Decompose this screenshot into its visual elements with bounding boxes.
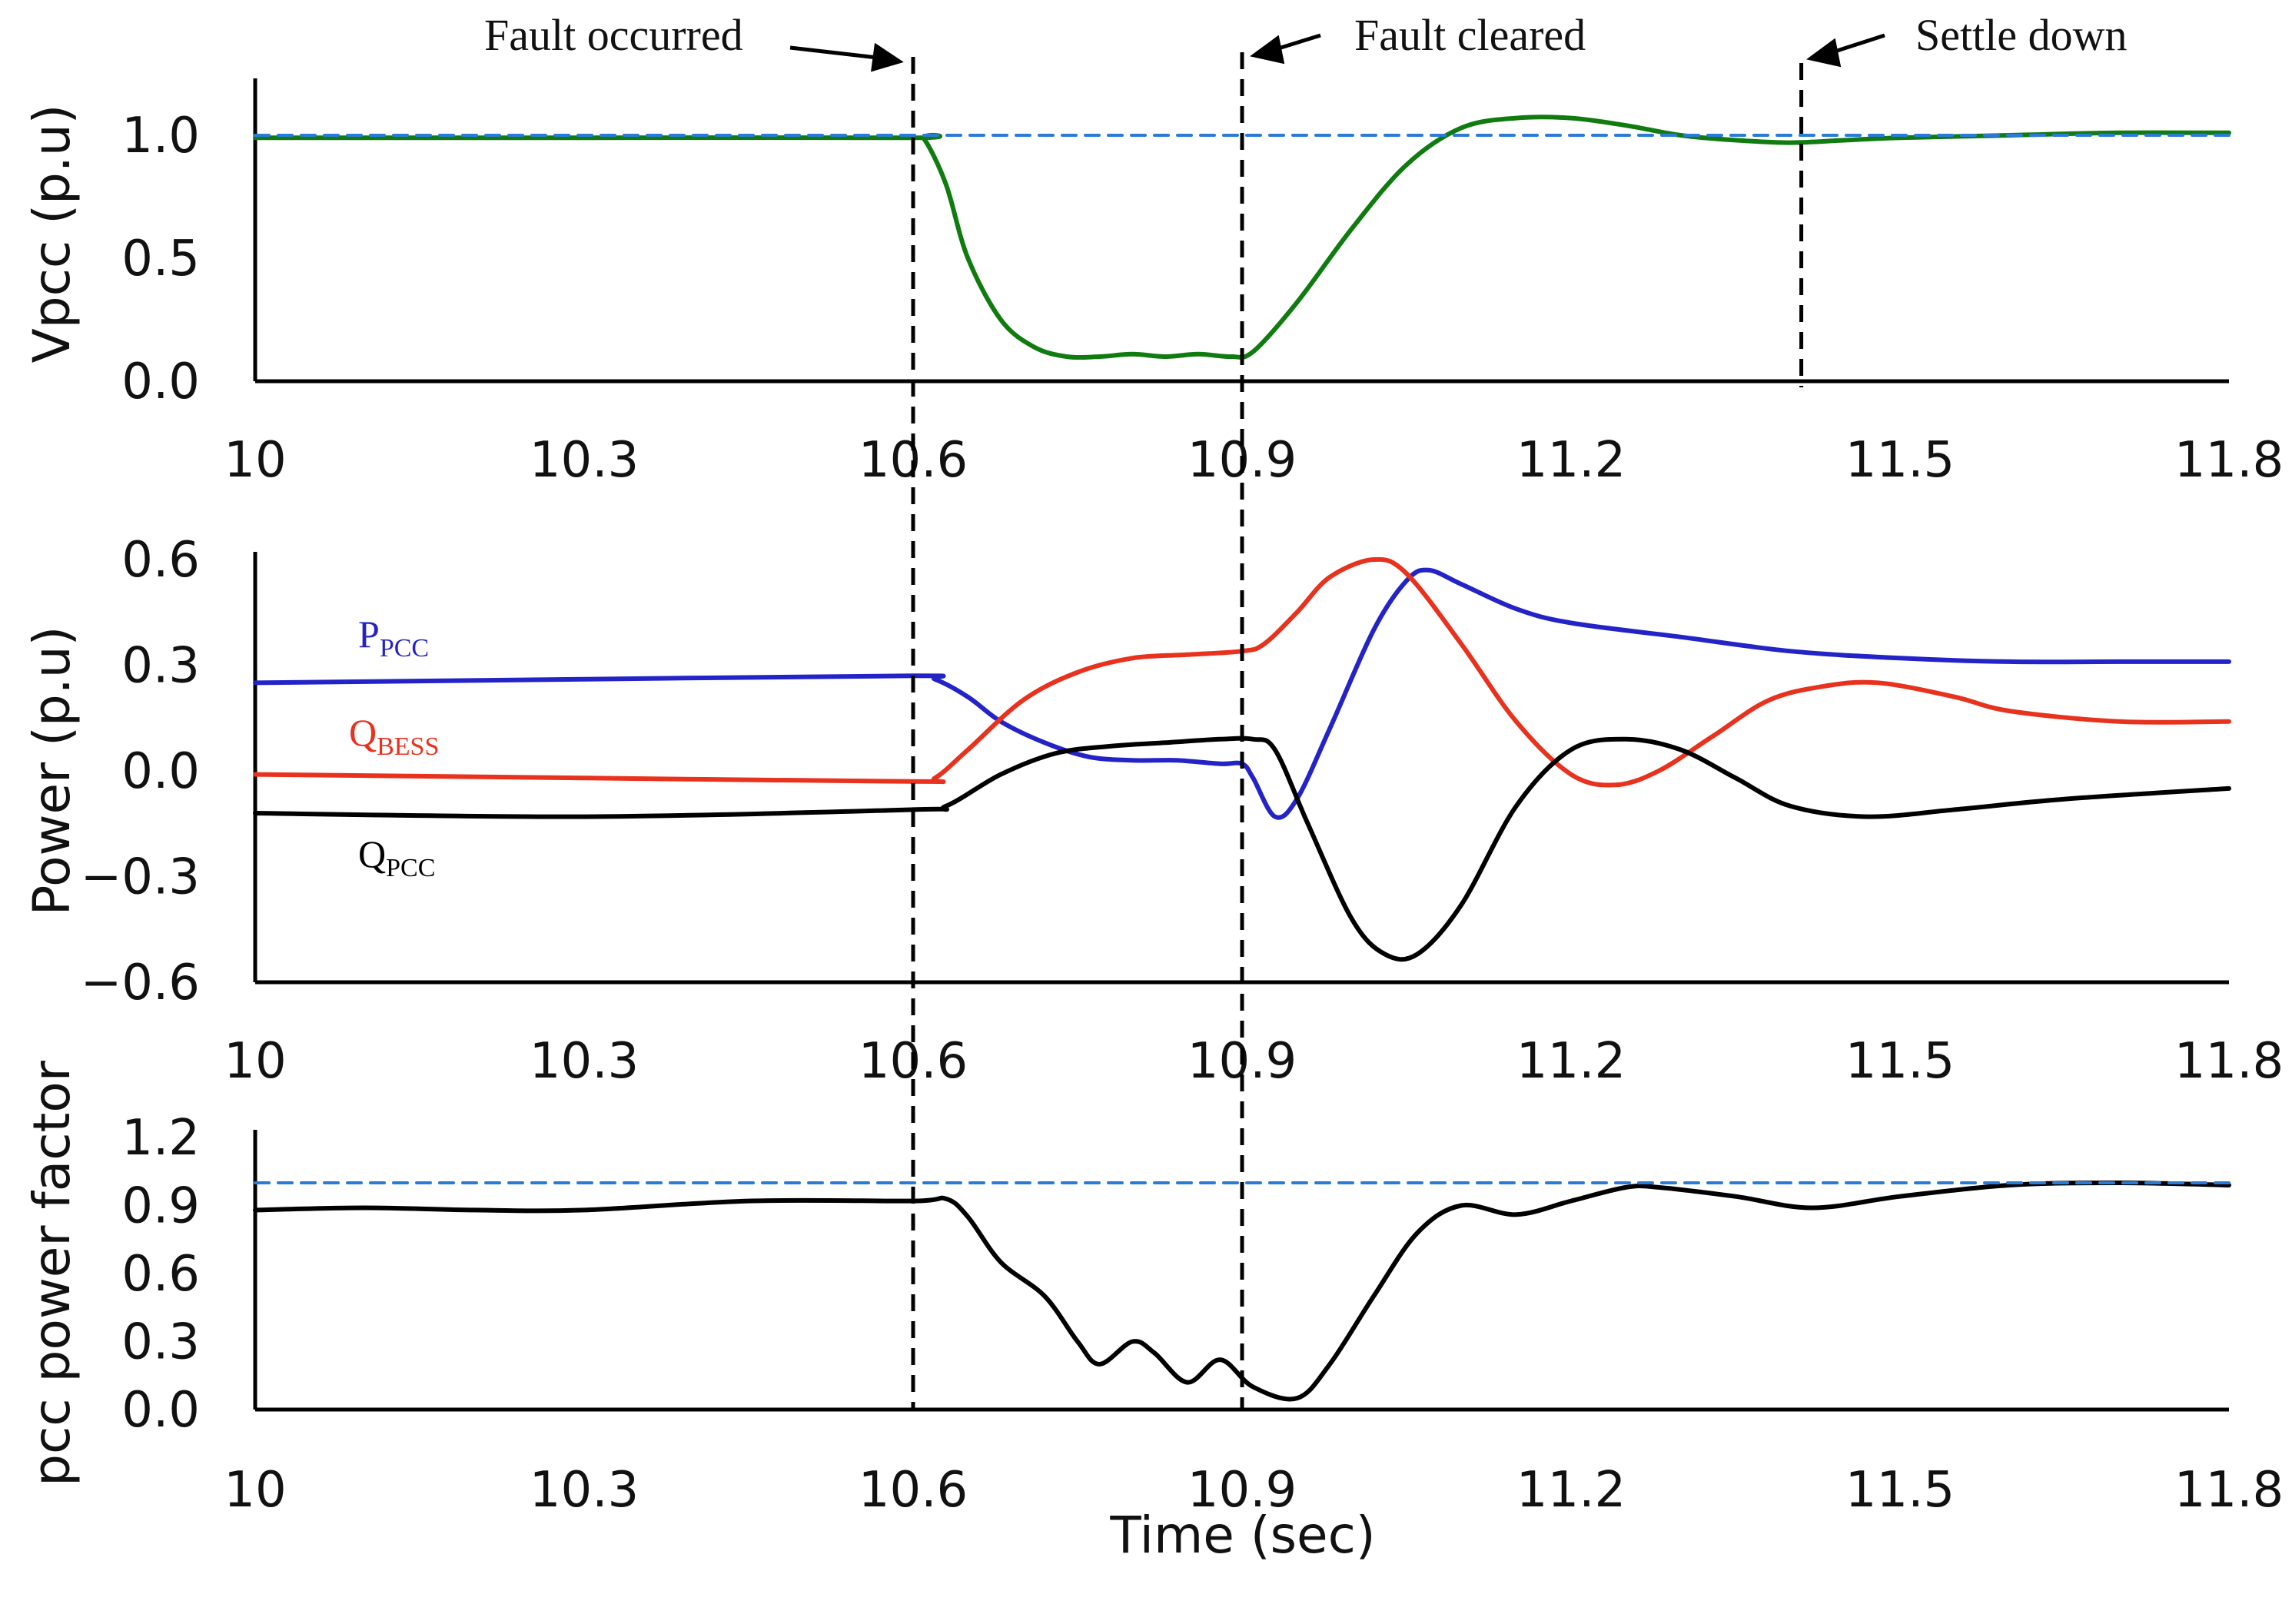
series-ppcc <box>253 567 2231 820</box>
y-tick-label: 0.6 <box>121 532 200 589</box>
annotation-fault-cleared: Fault cleared <box>1354 10 1586 60</box>
y-tick-label: 0.3 <box>121 1314 200 1371</box>
arrow-fault-cleared <box>1275 33 1321 51</box>
label-qpcc-sub: PCC <box>386 854 435 882</box>
label-qbess: QBESS <box>349 711 439 761</box>
event-markers <box>911 52 1804 1410</box>
series-qbess <box>253 556 2231 788</box>
x-tick-label: 11.5 <box>1845 432 1955 489</box>
x-tick-label: 11.5 <box>1845 1033 1955 1090</box>
x-tick-label: 11.2 <box>1516 1033 1626 1090</box>
y-axis-title: Power (p.u) <box>22 626 81 916</box>
y-tick-label: 0.6 <box>121 1246 200 1303</box>
y-tick-label: 0.3 <box>121 638 200 695</box>
x-tick-label: 10 <box>224 432 286 489</box>
y-tick-label: 0.9 <box>121 1178 200 1235</box>
x-tick-label: 10.3 <box>530 432 639 489</box>
label-qpcc: QPCC <box>358 832 435 882</box>
y-axis-title: Vpcc (p.u) <box>22 105 81 364</box>
label-ppcc-sub: PCC <box>380 634 429 663</box>
label-ppcc: PPCC <box>358 613 429 663</box>
x-tick-label: 10.9 <box>1188 1462 1297 1519</box>
y-tick-label: 0.0 <box>121 743 200 800</box>
x-tick-label: 11.8 <box>2174 432 2284 489</box>
y-tick-label: 0.0 <box>121 1382 200 1439</box>
arrow-fault-occurred <box>789 45 885 61</box>
series-vpcc <box>253 115 2231 360</box>
x-tick-label: 10.6 <box>859 1462 968 1519</box>
label-qbess-sub: BESS <box>377 732 439 761</box>
arrow-head-settle-down <box>1806 38 1842 68</box>
y-tick-label: −0.6 <box>81 955 200 1011</box>
x-tick-label: 11.2 <box>1516 1462 1626 1519</box>
y-tick-label: 1.2 <box>121 1110 200 1167</box>
annotation-settle-down: Settle down <box>1915 10 2127 60</box>
arrow-head-fault-cleared <box>1250 35 1285 65</box>
arrow-head-fault-occurred <box>871 42 904 72</box>
x-tick-label: 11.8 <box>2174 1033 2284 1090</box>
annotation-arrows <box>789 33 1885 72</box>
label-qpcc-main: Q <box>358 832 386 875</box>
series-pcc-power-factor <box>253 1181 2231 1402</box>
y-axis-title: pcc power factor <box>22 1060 81 1486</box>
label-qbess-main: Q <box>349 711 377 754</box>
x-tick-label: 10.3 <box>530 1033 639 1090</box>
y-tick-label: −0.3 <box>81 849 200 906</box>
y-tick-label: 1.0 <box>121 108 200 164</box>
x-axis-title: Time (sec) <box>1109 1506 1375 1565</box>
x-tick-label: 11.5 <box>1845 1462 1955 1519</box>
voltage-panel: 0.00.51.010 10.3 10.6 10.9 11.2 11.5 11.8Vpcc … <box>22 78 2284 489</box>
x-tick-label: 10 <box>224 1033 286 1090</box>
x-tick-label: 11.8 <box>2174 1462 2284 1519</box>
series-qpcc <box>253 736 2231 962</box>
arrow-settle-down <box>1832 33 1885 55</box>
annotation-fault-occurred: Fault occurred <box>484 10 743 60</box>
x-tick-label: 10.3 <box>530 1462 639 1519</box>
x-tick-label: 11.2 <box>1516 432 1626 489</box>
x-tick-label: 10 <box>224 1462 286 1519</box>
y-tick-label: 0.0 <box>121 354 200 410</box>
y-tick-label: 0.5 <box>121 231 200 287</box>
power-factor-panel: 0.0 0.3 0.6 0.9 1.2 10 10.3 10.6 10.9 11.2 11.5 11.… <box>22 1060 2284 1519</box>
label-ppcc-main: P <box>358 613 380 656</box>
